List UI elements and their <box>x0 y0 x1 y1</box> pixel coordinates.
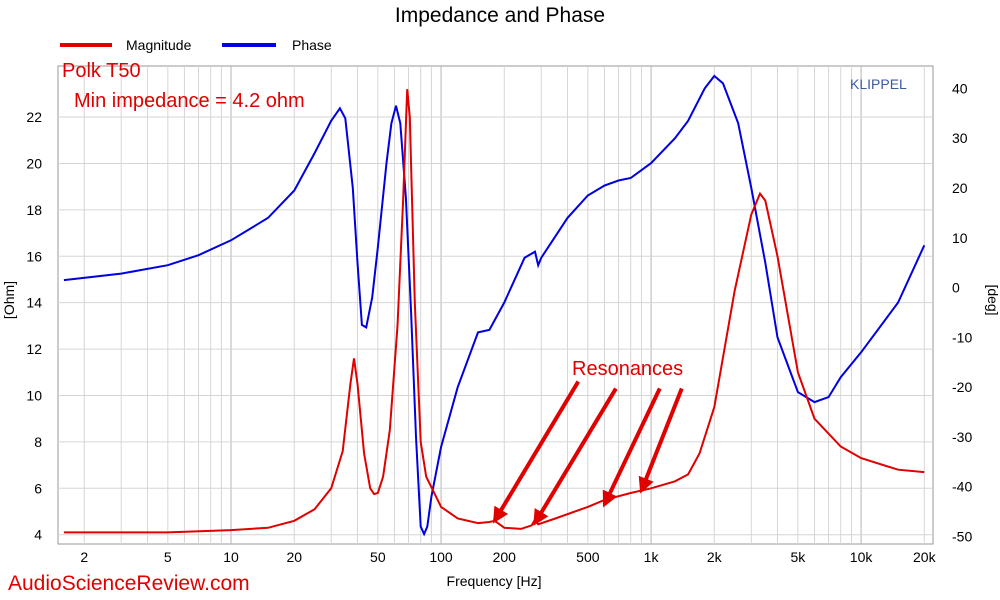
chart-title: Impedance and Phase <box>395 4 605 27</box>
y-right-tick-label: -10 <box>952 329 972 345</box>
min-impedance-annotation: Min impedance = 4.2 ohm <box>74 90 305 112</box>
y-right-tick-label: 20 <box>952 180 968 196</box>
x-tick-label: 10k <box>850 549 874 565</box>
x-tick-label: 2k <box>707 549 723 565</box>
y-right-axis-label: [deg] <box>985 284 1000 315</box>
legend-phase-label: Phase <box>292 37 332 53</box>
x-tick-label: 5 <box>164 549 172 565</box>
resonance-arrow <box>638 387 684 494</box>
y-left-axis-label: [Ohm] <box>1 281 17 319</box>
y-left-tick-label: 10 <box>26 387 42 403</box>
grid <box>58 66 933 544</box>
y-left-tick-label: 20 <box>26 155 42 171</box>
x-tick-label: 5k <box>790 549 806 565</box>
magnitude-series-line <box>63 89 925 534</box>
plot-area <box>57 65 934 545</box>
y-left-tick-labels: 4 6 8 10 12 14 16 18 20 22 <box>26 109 42 543</box>
x-tick-label: 20 <box>286 549 302 565</box>
x-tick-label: 500 <box>576 549 600 565</box>
y-right-tick-label: 10 <box>952 230 968 246</box>
y-left-tick-label: 8 <box>34 434 42 450</box>
y-right-tick-label: -50 <box>952 529 972 545</box>
y-right-tick-label: 40 <box>952 80 968 96</box>
resonance-arrow <box>492 380 580 524</box>
x-tick-label: 2 <box>80 549 88 565</box>
x-tick-labels: 2 5 10 20 50 100 200 500 1k 2k 5k 10k 20k <box>80 549 936 565</box>
y-left-tick-label: 12 <box>26 341 42 357</box>
klippel-brand: KLIPPEL <box>850 76 907 92</box>
legend: Magnitude Phase <box>60 37 332 53</box>
y-right-tick-label: -30 <box>952 429 972 445</box>
x-tick-label: 200 <box>493 549 517 565</box>
legend-magnitude-label: Magnitude <box>126 37 192 53</box>
x-tick-label: 100 <box>429 549 453 565</box>
y-left-tick-label: 18 <box>26 202 42 218</box>
watermark: AudioScienceReview.com <box>8 572 250 595</box>
y-right-tick-label: -40 <box>952 479 972 495</box>
x-axis-label: Frequency [Hz] <box>447 573 542 589</box>
resonance-arrow <box>533 387 618 526</box>
y-right-tick-label: -20 <box>952 379 972 395</box>
y-left-tick-label: 14 <box>26 295 42 311</box>
phase-series-line <box>63 74 926 537</box>
resonance-arrow <box>602 387 662 508</box>
speaker-name-annotation: Polk T50 <box>62 60 141 82</box>
x-tick-label: 10 <box>223 549 239 565</box>
resonance-arrows <box>492 380 684 526</box>
y-left-tick-label: 6 <box>34 480 42 496</box>
x-tick-label: 1k <box>644 549 660 565</box>
resonances-annotation: Resonances <box>572 358 683 380</box>
x-tick-label: 20k <box>913 549 937 565</box>
y-left-tick-label: 22 <box>26 109 42 125</box>
y-right-tick-label: 30 <box>952 130 968 146</box>
x-tick-label: 50 <box>370 549 386 565</box>
y-right-tick-label: 0 <box>952 280 960 296</box>
y-left-tick-label: 16 <box>26 248 42 264</box>
y-right-tick-labels: 40 30 20 10 0 -10 -20 -30 -40 -50 <box>952 80 972 544</box>
y-left-tick-label: 4 <box>34 527 42 543</box>
